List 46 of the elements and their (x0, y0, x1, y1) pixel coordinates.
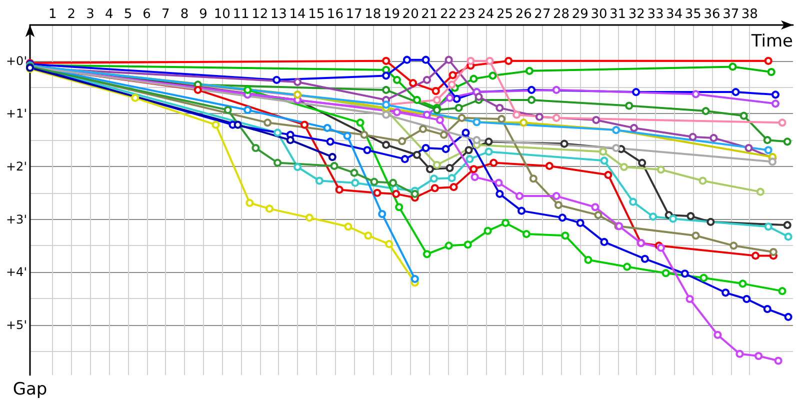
x-tick-label: 1 (48, 7, 57, 22)
x-tick-label: 7 (162, 7, 170, 22)
x-tick-label: 28 (553, 7, 570, 22)
x-tick-label: 13 (270, 7, 287, 22)
x-tick-label: 10 (214, 7, 230, 22)
x-tick-label: 2 (67, 7, 76, 22)
y-tick-label: +3' (6, 212, 27, 226)
y-tick-label: +1' (6, 106, 27, 121)
x-tick-label: 25 (496, 7, 514, 22)
x-tick-label: 31 (610, 7, 626, 22)
x-axis-title: Time (750, 32, 793, 52)
x-tick-label: 19 (383, 7, 400, 22)
x-tick-label: 16 (326, 7, 344, 22)
x-tick-label: 9 (199, 7, 208, 22)
x-tick-label: 27 (534, 7, 551, 22)
x-tick-label: 11 (232, 7, 250, 22)
x-tick-label: 34 (666, 7, 683, 22)
x-tick-label: 24 (478, 7, 494, 22)
x-tick-label: 29 (572, 7, 588, 22)
x-tick-label: 17 (346, 7, 362, 22)
x-tick-label: 14 (289, 7, 306, 22)
x-tick-label: 36 (704, 7, 720, 22)
y-tick-label: +5' (6, 318, 27, 332)
x-tick-label: 37 (722, 7, 740, 22)
x-tick-label: 35 (684, 7, 702, 22)
x-tick-label: 21 (421, 7, 438, 22)
x-tick-label: 8 (180, 7, 189, 22)
x-tick-label: 30 (590, 7, 608, 22)
x-tick-label: 18 (364, 7, 382, 22)
x-tick-label: 32 (628, 7, 645, 22)
x-tick-label: 23 (458, 7, 476, 22)
x-tick-label: 15 (308, 7, 325, 22)
x-tick-label: 4 (104, 7, 114, 22)
y-tick-label: +0' (6, 54, 27, 68)
x-tick-label: 26 (515, 7, 532, 22)
y-axis-title: Gap (12, 380, 48, 400)
x-tick-label: 20 (402, 7, 419, 22)
y-tick-label: +2' (6, 159, 27, 174)
x-tick-label: 5 (124, 7, 132, 22)
x-tick-label: 22 (440, 7, 457, 22)
y-tick-label: +4' (6, 265, 27, 280)
x-tick-label: 6 (142, 7, 151, 22)
x-tick-label: 33 (647, 7, 664, 22)
x-tick-label: 38 (741, 7, 758, 22)
x-tick-label: 3 (86, 7, 94, 22)
x-tick-label: 12 (252, 7, 268, 22)
